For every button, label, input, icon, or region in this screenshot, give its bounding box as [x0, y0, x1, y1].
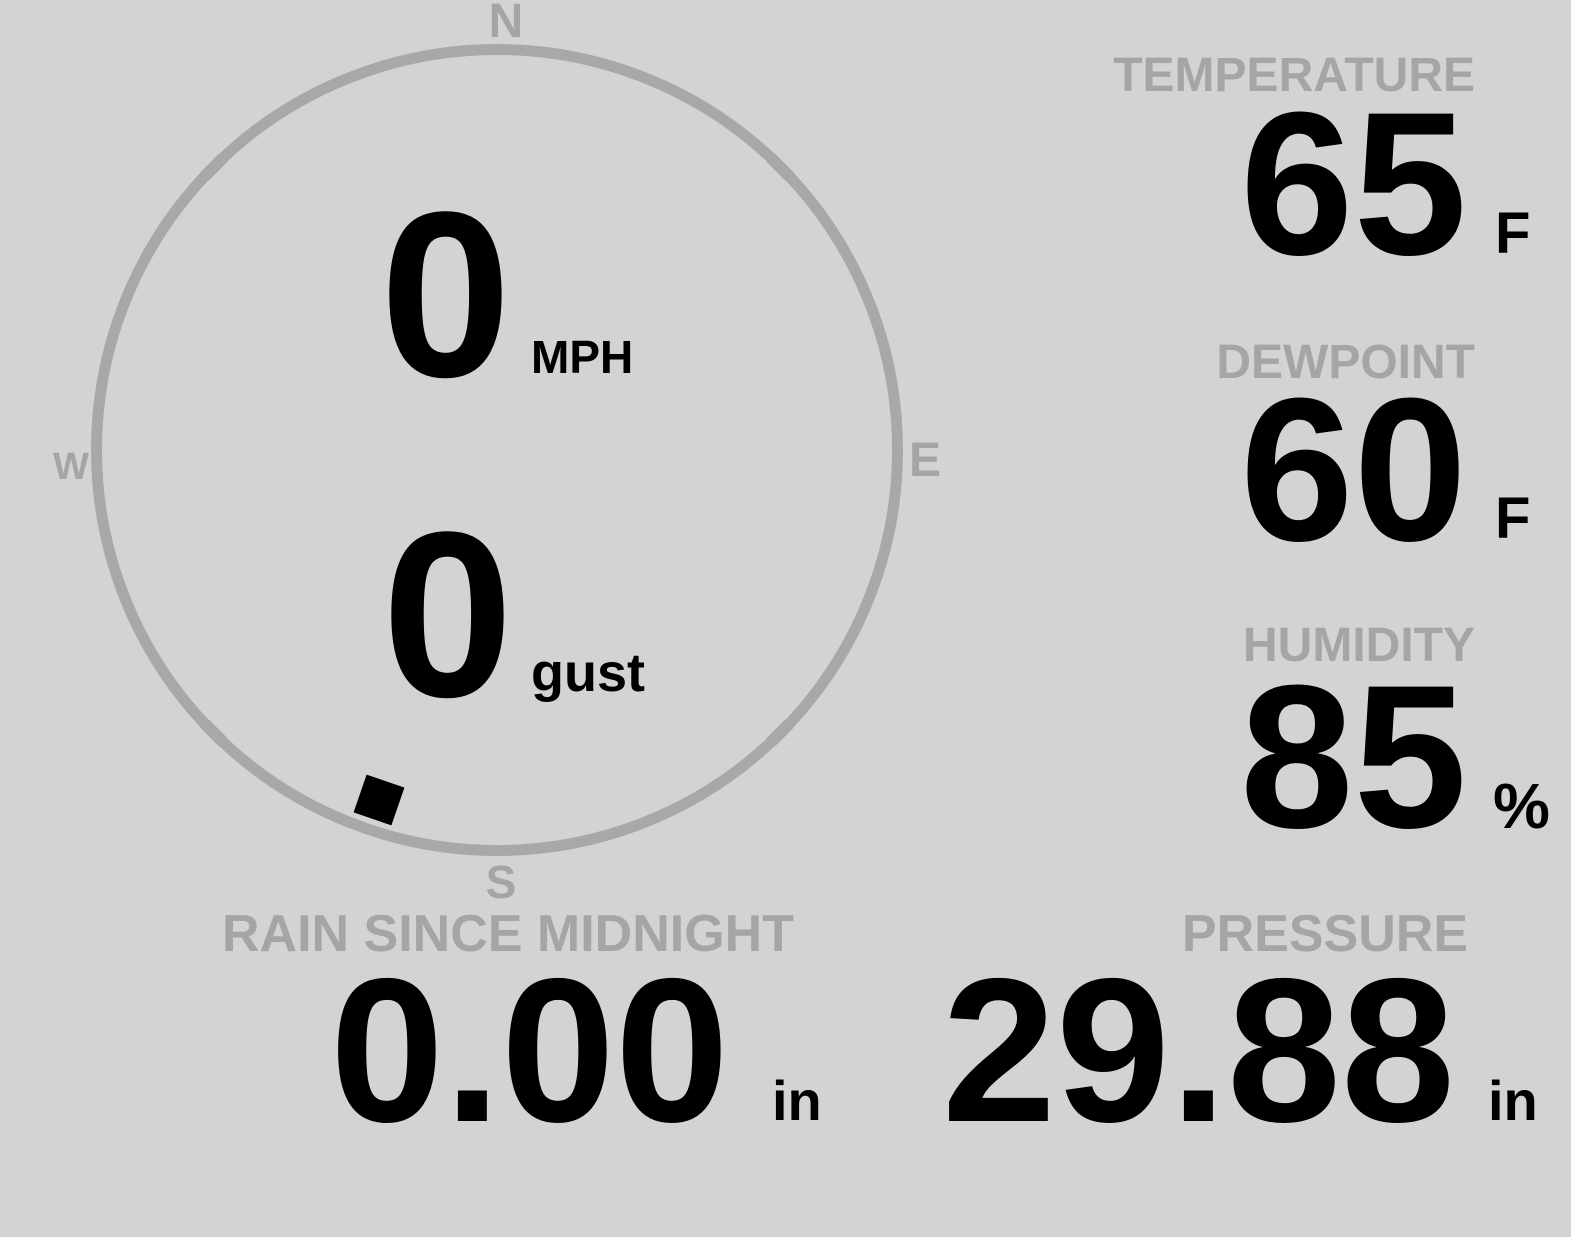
rain-unit: in [772, 1069, 822, 1132]
dewpoint-value: 60 [1240, 356, 1467, 584]
wind-gust-value: 0 [382, 483, 514, 747]
humidity-unit: % [1493, 770, 1550, 842]
cardinal-east-label: E [908, 434, 941, 487]
wind-speed-value: 0 [380, 163, 512, 427]
pressure-unit: in [1488, 1069, 1538, 1132]
rain-label: RAIN SINCE MIDNIGHT [222, 905, 794, 963]
temperature-unit: F [1495, 201, 1531, 266]
rain-value: 0.00 [330, 936, 729, 1165]
cardinal-north-label: N [488, 0, 524, 48]
cardinal-south-label: S [485, 856, 517, 908]
temperature-value: 65 [1240, 70, 1467, 298]
wind-gust-unit: gust [531, 643, 645, 703]
dewpoint-label: DEWPOINT [1216, 336, 1475, 389]
humidity-label: HUMIDITY [1243, 619, 1475, 672]
cardinal-west-label: W [53, 446, 89, 488]
compass-ring [91, 44, 903, 856]
humidity-value: 85 [1240, 643, 1467, 871]
dewpoint-unit: F [1495, 486, 1531, 551]
temperature-label: TEMPERATURE [1113, 49, 1475, 102]
wind-speed-unit: MPH [531, 331, 634, 383]
pressure-label: PRESSURE [1181, 905, 1468, 963]
pressure-value: 29.88 [941, 936, 1455, 1165]
